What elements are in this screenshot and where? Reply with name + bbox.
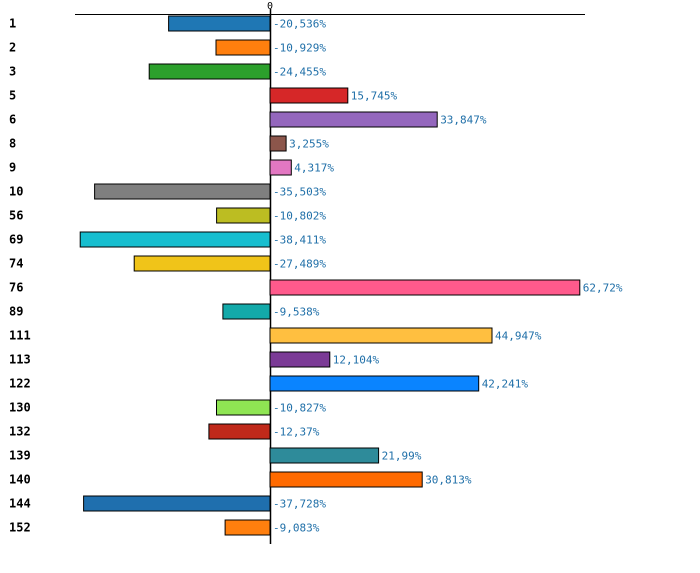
bar-140 <box>269 471 423 488</box>
category-label-5: 5 <box>9 89 16 103</box>
category-label-74: 74 <box>9 257 23 271</box>
bar-2 <box>215 39 271 56</box>
category-label-56: 56 <box>9 209 23 223</box>
bar-6 <box>269 111 438 128</box>
value-label-3: -24,455% <box>273 66 326 79</box>
value-label-69: -38,411% <box>273 234 326 247</box>
category-label-89: 89 <box>9 305 23 319</box>
category-label-9: 9 <box>9 161 16 175</box>
bar-8 <box>269 135 287 152</box>
value-label-2: -10,929% <box>273 42 326 55</box>
value-label-56: -10,802% <box>273 210 326 223</box>
value-label-122: 42,241% <box>482 378 529 391</box>
value-label-76: 62,72% <box>583 282 623 295</box>
category-label-6: 6 <box>9 113 16 127</box>
value-label-144: -37,728% <box>273 498 326 511</box>
category-label-76: 76 <box>9 281 23 295</box>
category-label-122: 122 <box>9 377 31 391</box>
value-label-74: -27,489% <box>273 258 326 271</box>
category-label-1: 1 <box>9 17 16 31</box>
bar-111 <box>269 327 493 344</box>
value-label-113: 12,104% <box>333 354 380 367</box>
category-label-152: 152 <box>9 521 31 535</box>
category-label-3: 3 <box>9 65 16 79</box>
bar-5 <box>269 87 349 104</box>
bar-76 <box>269 279 581 296</box>
bar-113 <box>269 351 331 368</box>
category-label-111: 111 <box>9 329 31 343</box>
value-label-10: -35,503% <box>273 186 326 199</box>
value-label-111: 44,947% <box>495 330 542 343</box>
value-label-139: 21,99% <box>382 450 422 463</box>
value-label-5: 15,745% <box>351 90 398 103</box>
bar-10 <box>94 183 271 200</box>
bar-69 <box>79 231 271 248</box>
zero-tick-label: 0 <box>267 1 273 12</box>
bar-144 <box>83 495 271 512</box>
bars-group: 1 -20,536% 2 -10,929% 3 -24,455% 5 15,745% 6 33,8… <box>9 15 623 536</box>
bar-9 <box>269 159 292 176</box>
bar-130 <box>216 399 271 416</box>
bar-74 <box>133 255 271 272</box>
value-label-6: 33,847% <box>440 114 487 127</box>
value-label-132: -12,37% <box>273 426 320 439</box>
category-label-69: 69 <box>9 233 23 247</box>
bar-122 <box>269 375 480 392</box>
category-label-10: 10 <box>9 185 23 199</box>
bar-3 <box>148 63 271 80</box>
bar-1 <box>168 15 271 32</box>
category-label-113: 113 <box>9 353 31 367</box>
category-label-139: 139 <box>9 449 31 463</box>
value-label-89: -9,538% <box>273 306 320 319</box>
category-label-130: 130 <box>9 401 31 415</box>
value-label-130: -10,827% <box>273 402 326 415</box>
category-label-2: 2 <box>9 41 16 55</box>
category-label-8: 8 <box>9 137 16 151</box>
bar-56 <box>216 207 271 224</box>
value-label-152: -9,083% <box>273 522 320 535</box>
value-label-8: 3,255% <box>289 138 329 151</box>
value-label-140: 30,813% <box>425 474 472 487</box>
bar-89 <box>222 303 271 320</box>
bar-152 <box>224 519 271 536</box>
category-label-144: 144 <box>9 497 31 511</box>
category-label-132: 132 <box>9 425 31 439</box>
value-label-9: 4,317% <box>294 162 334 175</box>
category-label-140: 140 <box>9 473 31 487</box>
bar-139 <box>269 447 380 464</box>
value-label-1: -20,536% <box>273 18 326 31</box>
bar-132 <box>208 423 271 440</box>
